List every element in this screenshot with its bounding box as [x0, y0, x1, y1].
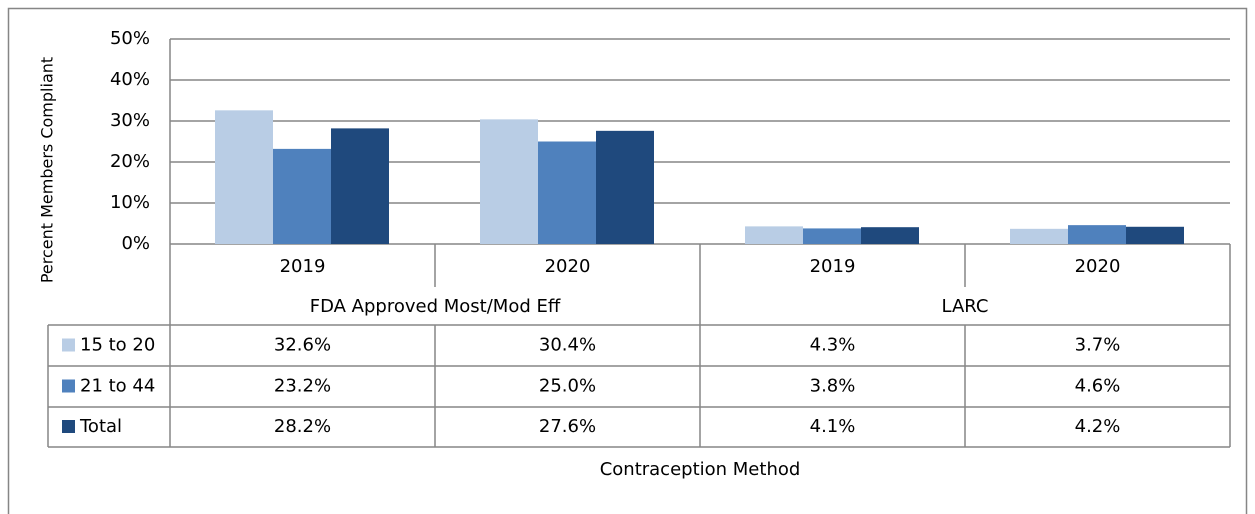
y-tick-label: 0% [121, 233, 150, 254]
table-cell: 28.2% [274, 416, 331, 437]
x-tick-label: 2020 [1075, 256, 1121, 277]
x-tick-label: 2019 [810, 256, 856, 277]
x-tick-label: 2020 [545, 256, 591, 277]
y-tick-label: 20% [110, 151, 150, 172]
table-cell: 4.2% [1075, 416, 1121, 437]
bar [273, 148, 331, 244]
table-cell: 30.4% [539, 335, 596, 356]
bar [538, 141, 596, 244]
y-tick-label: 10% [110, 192, 150, 213]
bar [596, 130, 654, 244]
legend-label: 21 to 44 [80, 376, 155, 397]
bar [1126, 226, 1184, 244]
bar [331, 128, 389, 244]
group-label: FDA Approved Most/Mod Eff [310, 296, 561, 317]
bar [861, 227, 919, 244]
bar [1010, 228, 1068, 244]
bar [215, 110, 273, 244]
y-tick-label: 40% [110, 69, 150, 90]
x-tick-label: 2019 [280, 256, 326, 277]
legend-key [62, 379, 75, 393]
table-cell: 25.0% [539, 376, 596, 397]
bar [745, 226, 803, 244]
y-tick-label: 50% [110, 28, 150, 49]
table-cell: 27.6% [539, 416, 596, 437]
table-cell: 32.6% [274, 335, 331, 356]
bar [480, 119, 538, 244]
legend-label: 15 to 20 [80, 335, 155, 356]
chart-border [7, 7, 1248, 514]
table-cell: 4.6% [1075, 376, 1121, 397]
bar [803, 228, 861, 244]
legend-key [62, 420, 75, 433]
y-tick-label: 30% [110, 110, 150, 131]
group-label: LARC [942, 296, 989, 317]
bar [1068, 225, 1126, 244]
x-axis-label: Contraception Method [600, 459, 801, 480]
table-cell: 3.7% [1075, 335, 1121, 356]
y-axis-label: Percent Members Compliant [38, 57, 57, 283]
legend-label: Total [79, 416, 122, 437]
table-cell: 3.8% [810, 376, 856, 397]
table-cell: 23.2% [274, 376, 331, 397]
legend-key [62, 338, 75, 352]
table-cell: 4.1% [810, 416, 856, 437]
table-cell: 4.3% [810, 335, 856, 356]
